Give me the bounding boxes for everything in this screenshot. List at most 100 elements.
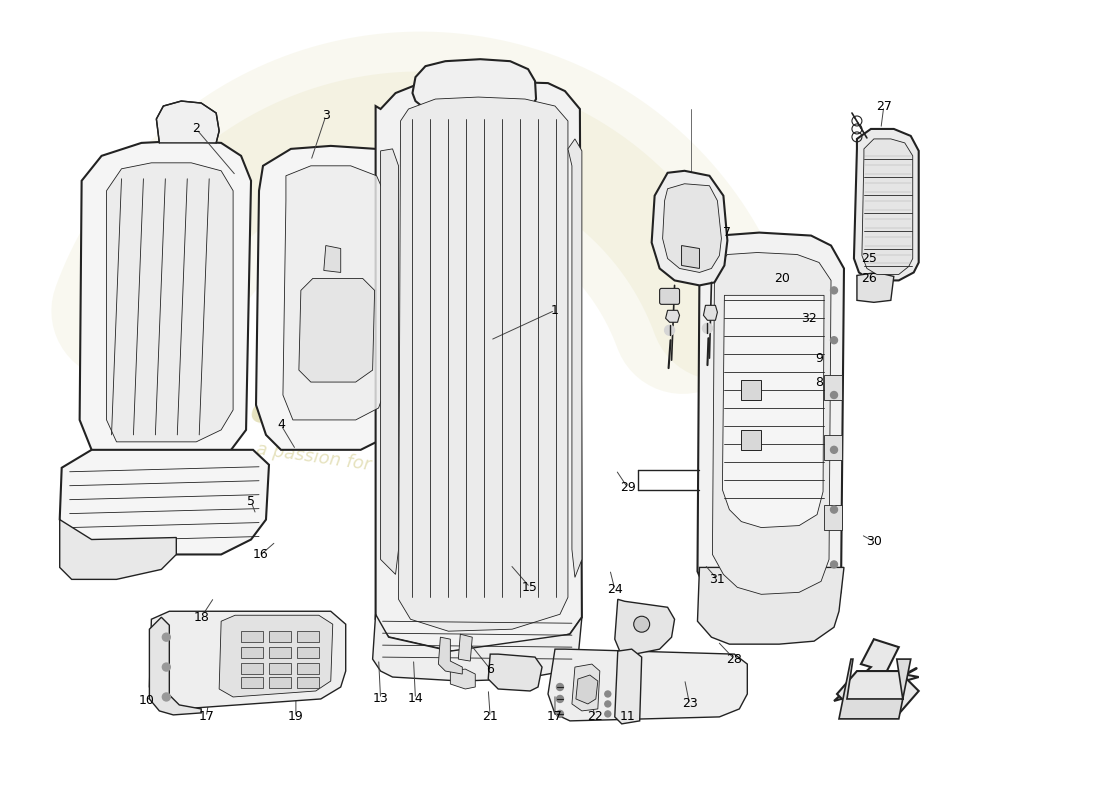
Circle shape — [830, 506, 837, 513]
Text: 13: 13 — [373, 693, 388, 706]
Text: 9: 9 — [815, 352, 823, 365]
Polygon shape — [862, 139, 913, 274]
Polygon shape — [297, 647, 319, 658]
Text: 8: 8 — [815, 375, 823, 389]
Text: 18: 18 — [194, 610, 209, 624]
Polygon shape — [839, 659, 911, 719]
Text: 4: 4 — [277, 418, 285, 431]
Circle shape — [830, 287, 837, 294]
Text: 31: 31 — [710, 573, 725, 586]
FancyBboxPatch shape — [660, 288, 680, 304]
Polygon shape — [398, 97, 568, 631]
Text: 19: 19 — [288, 710, 304, 723]
Text: 23: 23 — [682, 698, 697, 710]
Polygon shape — [297, 677, 319, 688]
Text: eurocarparts: eurocarparts — [248, 391, 534, 469]
Text: 5: 5 — [248, 495, 255, 508]
Text: 3: 3 — [322, 110, 330, 122]
Circle shape — [605, 691, 610, 697]
Polygon shape — [682, 246, 700, 269]
Text: 24: 24 — [607, 583, 623, 596]
Polygon shape — [548, 649, 747, 721]
Polygon shape — [297, 663, 319, 674]
Polygon shape — [741, 380, 761, 400]
Text: 32: 32 — [801, 312, 817, 325]
Circle shape — [830, 337, 837, 344]
Text: 27: 27 — [876, 99, 892, 113]
Polygon shape — [837, 671, 918, 714]
Polygon shape — [713, 253, 830, 594]
Polygon shape — [412, 59, 536, 109]
Bar — [824, 435, 842, 460]
Polygon shape — [834, 639, 918, 701]
Polygon shape — [568, 139, 582, 578]
Circle shape — [830, 391, 837, 398]
Polygon shape — [297, 631, 319, 642]
Text: 6: 6 — [486, 662, 494, 675]
Circle shape — [664, 326, 674, 335]
Polygon shape — [373, 614, 582, 681]
Text: a passion for parts since 1985: a passion for parts since 1985 — [255, 440, 527, 495]
Circle shape — [163, 663, 170, 671]
Text: 1: 1 — [551, 304, 559, 317]
Polygon shape — [241, 677, 263, 688]
Text: 29: 29 — [620, 481, 636, 494]
Polygon shape — [723, 295, 824, 527]
Text: 10: 10 — [139, 694, 154, 707]
Polygon shape — [283, 166, 387, 420]
Bar — [824, 505, 842, 530]
Text: 17: 17 — [547, 710, 563, 723]
Polygon shape — [576, 675, 597, 704]
Text: 17: 17 — [198, 710, 214, 723]
Circle shape — [830, 446, 837, 454]
Text: 20: 20 — [774, 272, 790, 285]
Polygon shape — [857, 273, 894, 302]
Polygon shape — [741, 430, 761, 450]
Circle shape — [830, 561, 837, 568]
Polygon shape — [241, 663, 263, 674]
Polygon shape — [439, 637, 462, 674]
Polygon shape — [150, 611, 345, 709]
Polygon shape — [241, 631, 263, 642]
Polygon shape — [615, 649, 641, 724]
Polygon shape — [59, 519, 176, 579]
Circle shape — [557, 683, 563, 690]
Polygon shape — [459, 634, 472, 661]
Polygon shape — [488, 654, 542, 691]
Bar — [824, 375, 842, 400]
Circle shape — [163, 633, 170, 641]
Polygon shape — [107, 163, 233, 442]
Polygon shape — [241, 647, 263, 658]
Text: 15: 15 — [522, 581, 538, 594]
Circle shape — [605, 711, 610, 717]
Text: 26: 26 — [861, 272, 877, 285]
Polygon shape — [666, 310, 680, 322]
Polygon shape — [270, 631, 290, 642]
Polygon shape — [270, 677, 290, 688]
Polygon shape — [299, 278, 375, 382]
Circle shape — [605, 701, 610, 707]
Polygon shape — [615, 599, 674, 654]
Polygon shape — [854, 129, 918, 281]
Polygon shape — [323, 246, 341, 273]
Polygon shape — [704, 306, 717, 320]
Polygon shape — [381, 149, 398, 574]
Polygon shape — [450, 669, 475, 689]
Polygon shape — [59, 450, 270, 554]
Polygon shape — [219, 615, 333, 697]
Text: 11: 11 — [620, 710, 636, 723]
Text: 21: 21 — [482, 710, 498, 723]
Polygon shape — [270, 663, 290, 674]
Polygon shape — [270, 647, 290, 658]
Polygon shape — [697, 567, 844, 644]
Text: 14: 14 — [408, 693, 424, 706]
Polygon shape — [572, 664, 600, 711]
Text: 30: 30 — [866, 535, 882, 548]
Text: 22: 22 — [587, 710, 603, 723]
Text: 28: 28 — [726, 653, 742, 666]
Circle shape — [163, 693, 170, 701]
Text: 16: 16 — [253, 548, 268, 561]
Text: 7: 7 — [724, 226, 732, 239]
Polygon shape — [375, 81, 582, 651]
Circle shape — [557, 695, 563, 702]
